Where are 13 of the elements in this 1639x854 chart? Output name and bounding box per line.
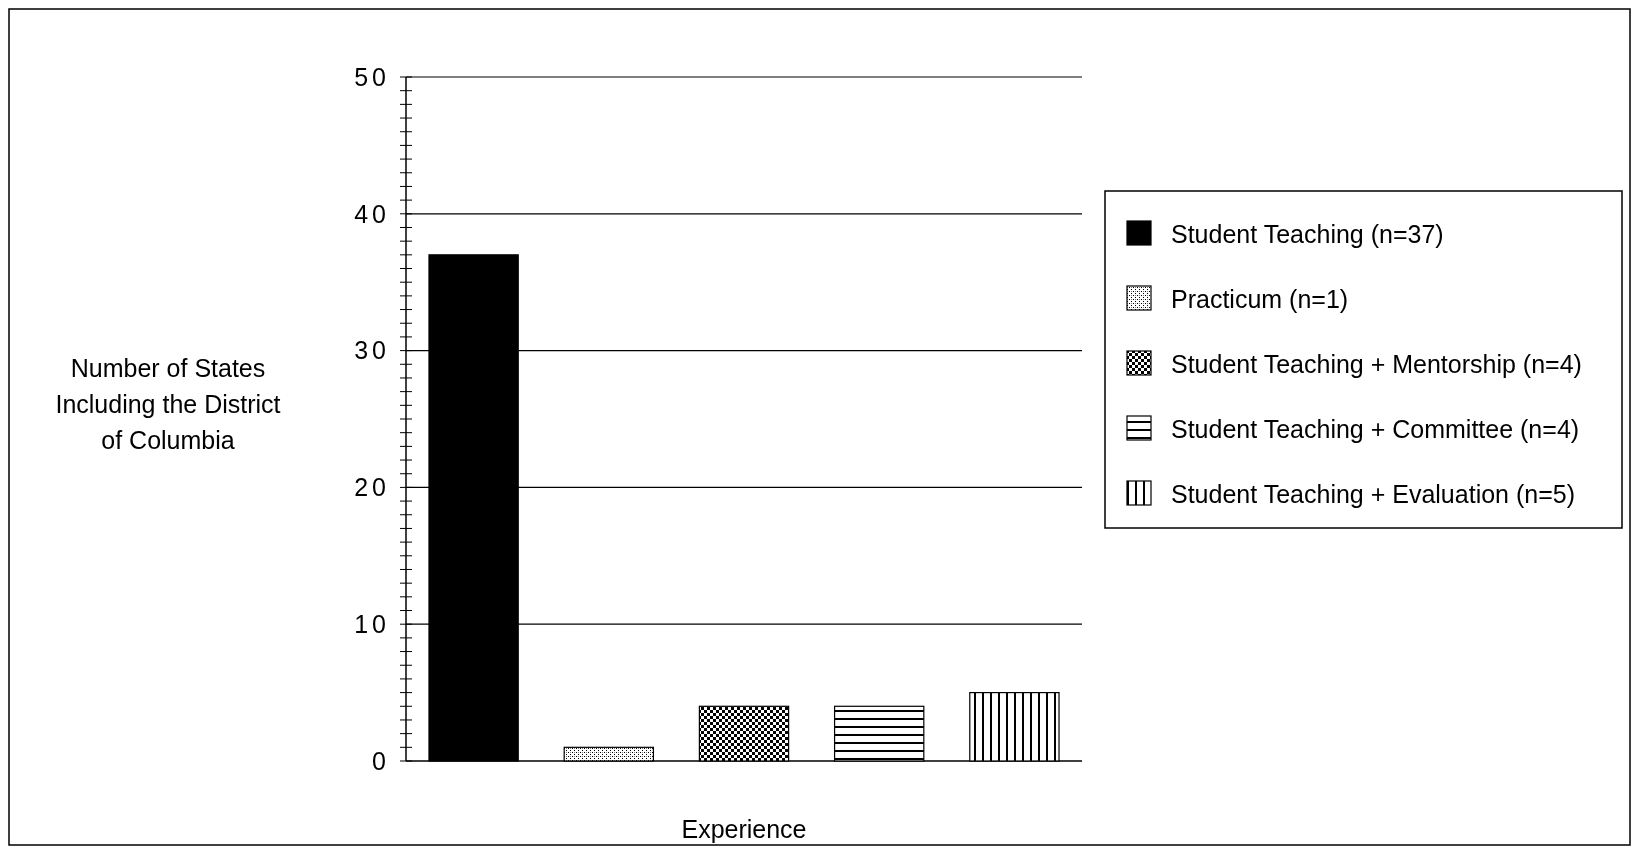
y-tick-label: 40 xyxy=(354,199,390,228)
legend-label: Student Teaching (n=37) xyxy=(1171,220,1444,248)
x-axis-title: Experience xyxy=(681,815,807,843)
legend-label: Student Teaching + Committee (n=4) xyxy=(1171,415,1580,443)
y-axis-title: Number of States Including the District of Columbia xyxy=(55,354,281,454)
y-tick-label: 0 xyxy=(372,746,390,775)
y-tick-label: 20 xyxy=(354,473,390,502)
y-tick-label: 50 xyxy=(354,62,390,91)
legend-label: Student Teaching + Evaluation (n=5) xyxy=(1171,480,1575,508)
y-tick-label: 30 xyxy=(354,336,390,365)
y-tick-label: 10 xyxy=(354,609,390,638)
legend-label: Practicum (n=1) xyxy=(1171,285,1349,313)
legend-label: Student Teaching + Mentorship (n=4) xyxy=(1171,350,1582,378)
